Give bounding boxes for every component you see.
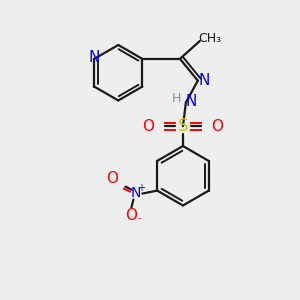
Text: +: + [137, 183, 145, 193]
Text: H: H [171, 92, 181, 105]
Text: ⁻: ⁻ [136, 216, 142, 226]
Text: N: N [198, 73, 209, 88]
Text: N: N [88, 50, 100, 65]
Text: CH₃: CH₃ [198, 32, 221, 44]
Text: O: O [106, 171, 119, 186]
Text: N: N [130, 186, 141, 200]
Text: O: O [212, 119, 224, 134]
Text: S: S [178, 117, 188, 135]
Text: O: O [125, 208, 137, 223]
Text: N: N [185, 94, 196, 109]
Text: O: O [142, 119, 154, 134]
